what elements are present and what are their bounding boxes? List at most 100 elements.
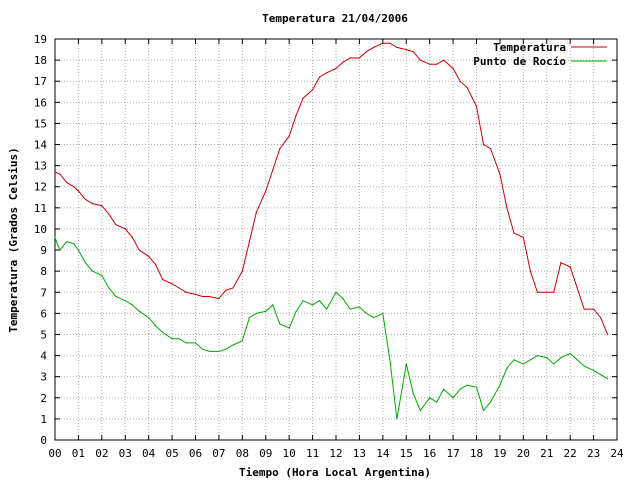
series-1-point	[335, 291, 337, 293]
series-0-point	[73, 186, 75, 188]
series-1-point	[396, 418, 398, 420]
series-0-point	[335, 67, 337, 70]
series-0-point	[412, 51, 414, 53]
series-1-point	[225, 348, 227, 350]
series-1-point	[466, 384, 468, 386]
series-0-point	[59, 173, 61, 175]
series-0-point	[124, 228, 126, 230]
series-0-point	[218, 298, 220, 300]
series-1-point	[77, 249, 79, 251]
series-0-point	[295, 114, 297, 116]
series-1-point	[600, 374, 602, 376]
series-0-point	[396, 46, 398, 49]
series-1-point	[138, 310, 140, 312]
axis-ticks	[54, 38, 618, 441]
series-1-point	[459, 388, 461, 390]
series-1-point	[389, 359, 391, 361]
y-tick-label: 16	[34, 96, 47, 109]
legend-label-1: Punto de Rocío	[473, 55, 566, 68]
series-1-point	[405, 363, 407, 365]
series-0-point	[459, 80, 461, 82]
series-0-point	[358, 57, 360, 59]
x-tick-label: 04	[142, 447, 156, 460]
x-tick-label: 22	[564, 447, 577, 460]
series-1-point	[59, 249, 61, 251]
series-1-point	[372, 317, 375, 319]
y-tick-label: 10	[34, 223, 47, 236]
series-0-point	[108, 213, 110, 215]
series-0-point	[248, 241, 250, 243]
series-1-point	[101, 274, 103, 276]
series-1-point	[583, 365, 585, 367]
series-0-point	[475, 105, 478, 108]
series-1-point	[84, 262, 86, 264]
series-0-point	[569, 266, 571, 268]
series-0-point	[490, 148, 492, 150]
x-tick-label: 12	[329, 447, 342, 460]
series-1-point	[475, 386, 478, 388]
y-tick-label: 8	[40, 265, 47, 278]
series-1-point	[452, 397, 454, 399]
series-0-point	[349, 57, 351, 59]
y-tick-label: 3	[40, 371, 47, 384]
y-tick-label: 5	[40, 328, 47, 341]
x-tick-label: 18	[470, 447, 483, 460]
x-tick-label: 02	[95, 447, 108, 460]
series-0-point	[255, 211, 257, 213]
series-0-point	[201, 295, 204, 298]
series-0-point	[429, 63, 431, 65]
series-0-point	[101, 205, 103, 207]
series-0-point	[600, 317, 602, 319]
x-axis-label: Tiempo (Hora Local Argentina)	[239, 466, 431, 479]
series-1-point	[342, 298, 344, 300]
series-0-point	[171, 283, 173, 285]
series-1-point	[436, 401, 438, 403]
series-0-point	[576, 287, 578, 289]
chart-title: Temperatura 21/04/2006	[262, 12, 408, 25]
series-1-point	[248, 317, 250, 319]
series-0-point	[499, 173, 501, 175]
x-tick-label: 19	[493, 447, 506, 460]
x-tick-label: 08	[236, 447, 249, 460]
y-tick-label: 2	[40, 392, 47, 405]
series-1-point	[326, 308, 328, 310]
series-0-point	[148, 255, 150, 257]
series-0-point	[342, 61, 344, 63]
y-tick-label: 12	[34, 181, 47, 194]
x-tick-label: 03	[119, 447, 132, 460]
series-0-point	[443, 59, 445, 61]
series-1-point	[499, 384, 501, 386]
series-0-point	[131, 236, 133, 238]
series-0-point	[466, 86, 468, 89]
series-0-point	[326, 72, 328, 74]
y-tick-label: 9	[40, 244, 47, 257]
y-tick-label: 11	[34, 202, 47, 215]
series-0-point	[208, 295, 211, 298]
series-0-point	[389, 42, 391, 44]
series-1-point	[490, 401, 492, 403]
series-1-point	[412, 393, 414, 395]
x-tick-label: 16	[423, 447, 436, 460]
series-0-point	[178, 287, 180, 289]
x-tick-label: 11	[306, 447, 319, 460]
series-0-point	[372, 46, 375, 49]
x-tick-label: 20	[517, 447, 530, 460]
series-1-point	[66, 241, 68, 243]
series-1-point	[148, 317, 150, 319]
series-1-point	[482, 409, 485, 412]
series-0-point	[593, 308, 595, 310]
series-0-point	[560, 262, 562, 264]
series-0-point	[265, 190, 267, 192]
series-0-point	[279, 148, 281, 150]
series-1-point	[178, 338, 180, 340]
series-1-point	[232, 344, 234, 346]
series-0-point	[452, 67, 454, 70]
series-1-point	[124, 300, 126, 302]
series-1-point	[272, 304, 274, 306]
x-tick-label: 06	[189, 447, 202, 460]
y-tick-label: 1	[40, 413, 47, 426]
series-1-point	[443, 388, 445, 390]
